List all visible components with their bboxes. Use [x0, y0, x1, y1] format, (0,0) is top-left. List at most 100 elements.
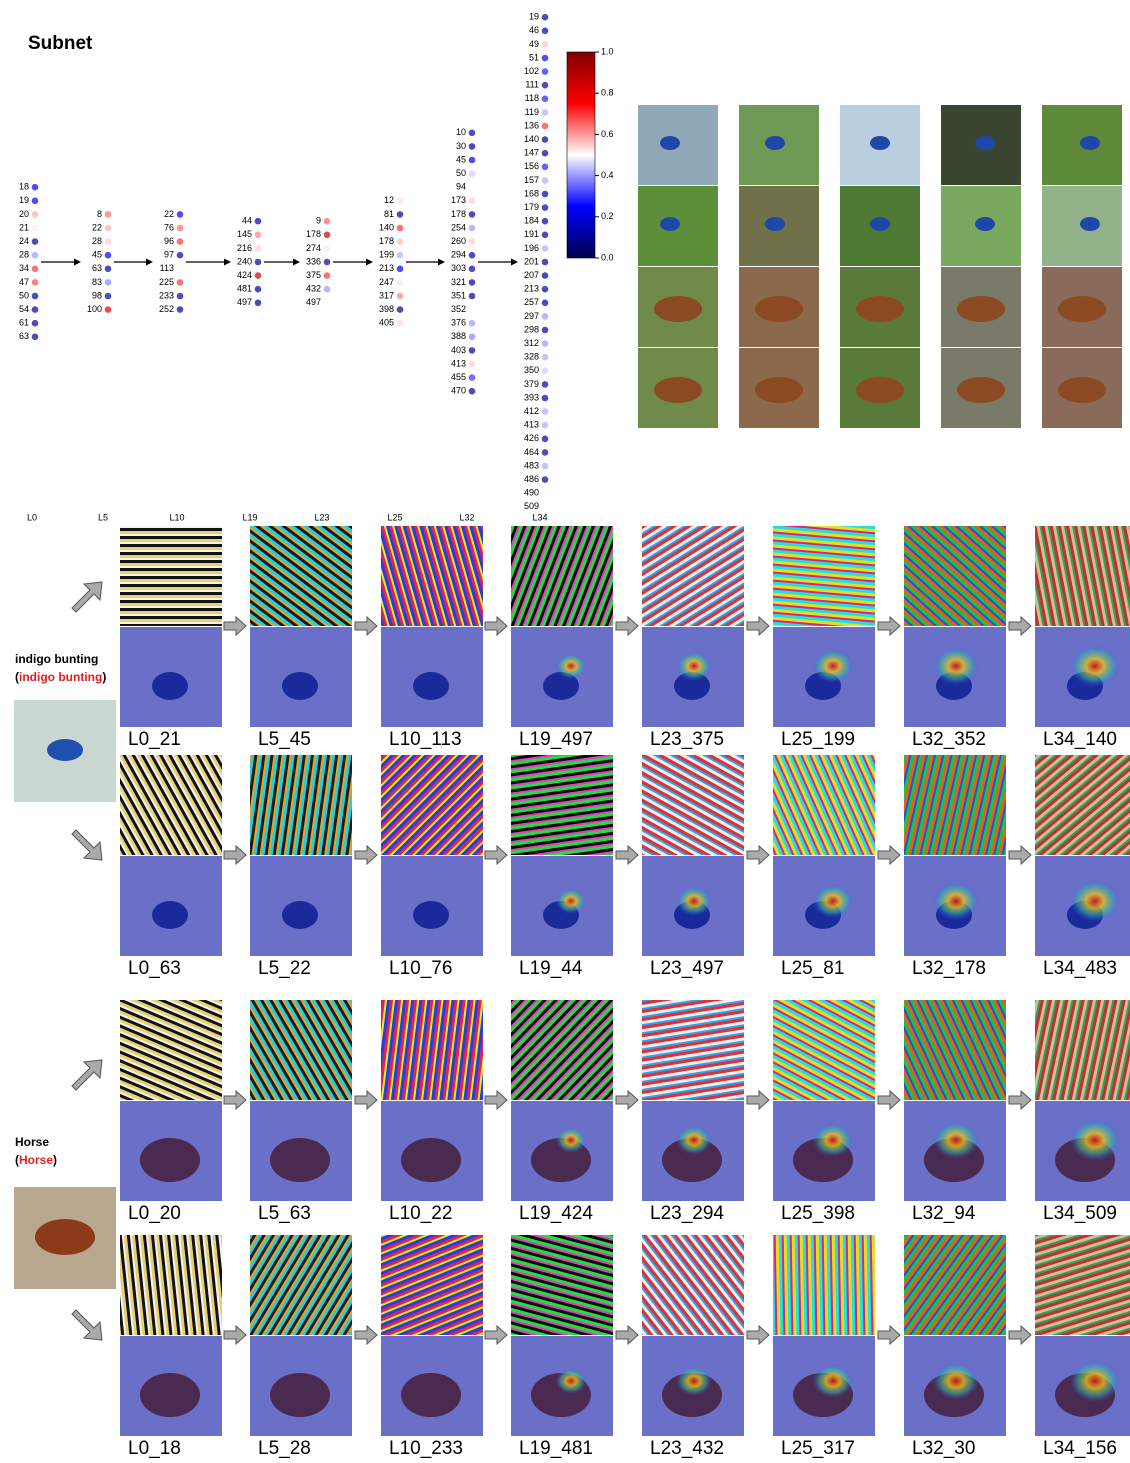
neuron-id: 147 — [524, 148, 539, 158]
step-arrow — [1009, 617, 1031, 635]
flow-arrowhead — [146, 259, 153, 266]
neuron-dot — [542, 272, 549, 279]
neuron-dot — [32, 334, 39, 341]
neuron-dot — [542, 422, 549, 429]
heatmap-blob — [556, 888, 587, 914]
photo-subject — [1080, 217, 1100, 231]
neuron-id: 350 — [524, 365, 539, 375]
heatmap-blob — [676, 1366, 712, 1396]
neuron-dot — [469, 361, 476, 368]
photo-subject — [856, 377, 904, 403]
panel-label: L32_352 — [912, 729, 986, 750]
neuron-dot — [177, 266, 184, 273]
photo-subject — [755, 377, 803, 403]
feature-viz — [773, 526, 875, 626]
neuron-dot — [542, 327, 549, 334]
neuron-id: 388 — [451, 331, 466, 341]
neuron-dot — [542, 109, 549, 116]
neuron-id: 113 — [160, 263, 174, 273]
panel-label: L5_22 — [258, 958, 311, 979]
neuron-id: 260 — [451, 236, 466, 246]
neuron-dot — [32, 211, 39, 218]
heatmap-blob — [676, 886, 712, 916]
neuron-id: 50 — [19, 290, 29, 300]
neuron-id: 51 — [529, 52, 539, 62]
colorbar-tick-label: 0.0 — [601, 252, 614, 262]
feature-viz — [250, 755, 352, 855]
neuron-dot — [32, 225, 39, 232]
neuron-id: 184 — [524, 216, 539, 226]
feature-viz — [1035, 1000, 1130, 1100]
neuron-id: 497 — [306, 297, 321, 307]
neuron-id: 119 — [525, 107, 539, 117]
panel-label: L32_30 — [912, 1438, 975, 1458]
example-name: Horse — [15, 1135, 49, 1149]
panel-label: L19_424 — [519, 1203, 593, 1224]
panel-label: L0_18 — [128, 1438, 181, 1458]
neuron-id: 321 — [451, 277, 466, 287]
neuron-id: 145 — [237, 229, 252, 239]
heatmap-subject — [270, 1373, 330, 1417]
neuron-id: 178 — [451, 209, 466, 219]
neuron-id: 21 — [19, 222, 29, 232]
photo-subject — [660, 217, 680, 231]
heatmap-blob — [1070, 880, 1121, 922]
panel-label: L0_63 — [128, 958, 181, 979]
photo-subject — [957, 296, 1005, 322]
neuron-id: 424 — [237, 270, 252, 280]
feature-viz — [120, 1235, 222, 1335]
neuron-dot — [542, 449, 549, 456]
panel-label: L5_45 — [258, 729, 311, 750]
neuron-id: 45 — [92, 250, 102, 260]
branch-arrow — [72, 1060, 102, 1090]
neuron-id: 413 — [524, 420, 539, 430]
colorbar-tick-label: 0.6 — [601, 129, 614, 139]
layer-label: L23 — [314, 512, 329, 522]
neuron-id: 464 — [524, 447, 539, 457]
layer-label: L25 — [387, 512, 402, 522]
branch-arrow — [72, 582, 102, 612]
step-arrow — [485, 846, 507, 864]
neuron-id: 403 — [451, 345, 466, 355]
heatmap-blob — [556, 1368, 587, 1394]
panel-label: L23_432 — [650, 1438, 724, 1458]
neuron-dot — [542, 123, 549, 130]
neuron-dot — [105, 252, 112, 259]
branch-arrow — [72, 830, 102, 860]
neuron-id: 352 — [451, 304, 466, 314]
neuron-dot — [255, 259, 262, 266]
neuron-dot — [542, 150, 549, 157]
heatmap-blob — [813, 884, 854, 918]
photo-subject — [660, 136, 680, 150]
neuron-id: 30 — [456, 141, 466, 151]
neuron-dot — [105, 238, 112, 245]
neuron-id: 201 — [524, 256, 539, 266]
neuron-id: 178 — [306, 229, 321, 239]
neuron-dot — [32, 320, 39, 327]
neuron-dot — [324, 259, 331, 266]
neuron-id: 486 — [524, 474, 539, 484]
heatmap-blob — [556, 1127, 587, 1153]
neuron-id: 376 — [451, 318, 466, 328]
step-arrow — [616, 617, 638, 635]
neuron-id: 225 — [159, 277, 174, 287]
panel-label: L0_21 — [128, 729, 181, 750]
neuron-dot — [32, 266, 39, 273]
neuron-id: 10 — [456, 127, 466, 137]
example-subject — [35, 1219, 95, 1255]
neuron-id: 63 — [19, 331, 29, 341]
neuron-id: 294 — [451, 250, 466, 260]
feature-viz — [642, 1000, 744, 1100]
neuron-dot — [469, 306, 476, 313]
heatmap-blob — [676, 651, 712, 681]
neuron-dot — [469, 211, 476, 218]
feature-viz — [250, 1000, 352, 1100]
neuron-dot — [177, 238, 184, 245]
neuron-id: 240 — [237, 256, 252, 266]
neuron-id: 136 — [524, 120, 539, 130]
neuron-id: 19 — [19, 195, 29, 205]
neuron-dot — [32, 306, 39, 313]
neuron-dot — [542, 476, 549, 483]
neuron-id: 233 — [159, 290, 174, 300]
example-prediction: (Horse) — [15, 1153, 57, 1167]
